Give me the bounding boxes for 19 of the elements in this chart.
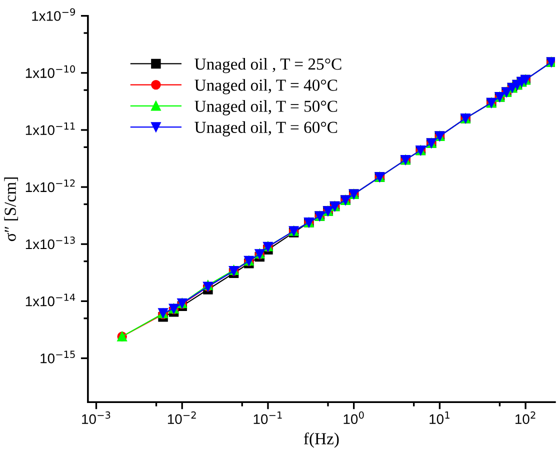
x-tick-label: 10$^{0}$ [344, 411, 364, 424]
legend-label: Unaged oil, T = 50°C [194, 100, 338, 116]
y-tick-label: 1x10$^{−9}$ [32, 8, 76, 21]
x-axis-title: f(Hz) [304, 432, 339, 448]
y-tick-label: 10$^{−15}$ [40, 350, 75, 364]
x-tick-label: 10$^{−1}$ [254, 412, 282, 424]
legend-label: Unaged oil , T = 25°C [194, 58, 342, 74]
y-tick-label: 1x10$^{−12}$ [26, 179, 75, 192]
y-axis-title: σ″ [S/cm] [4, 178, 18, 242]
x-tick-label: 10$^{−2}$ [168, 411, 196, 424]
legend-label: Unaged oil, T = 60°C [194, 121, 338, 136]
legend-label: Unaged oil, T = 40°C [194, 79, 338, 94]
y-tick-label: 1x10$^{−11}$ [26, 122, 75, 136]
x-tick-label: 10$^{2}$ [516, 411, 536, 424]
x-tick-label: 10$^{1}$ [430, 412, 450, 424]
y-tick-label: 1x10$^{−10}$ [26, 65, 75, 78]
x-tick-label: 10$^{−3}$ [82, 411, 110, 424]
y-tick-label: 1x10$^{−13}$ [26, 236, 75, 250]
y-tick-label: 1x10$^{−14}$ [26, 294, 76, 306]
